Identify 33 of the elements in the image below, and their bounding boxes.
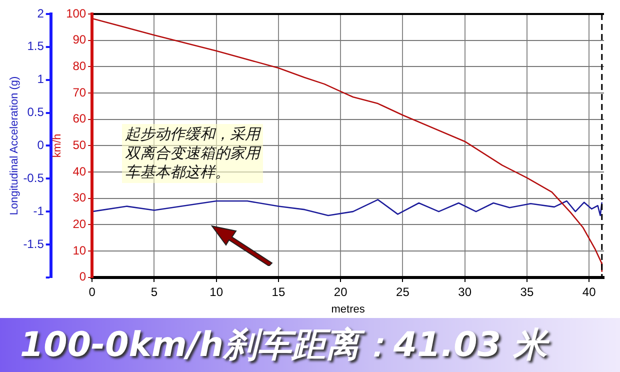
y2-axis-title: Longitudinal Acceleration (g) — [8, 76, 21, 216]
y-tick-label: 100 — [66, 6, 86, 20]
x-tick-label: 20 — [334, 284, 348, 299]
x-tick-label: 15 — [272, 284, 286, 299]
y2-tick-label: -1 — [33, 204, 44, 218]
y2-tick-label: 0 — [37, 138, 44, 152]
y-tick-label: 10 — [72, 243, 86, 258]
y-tick-label: 50 — [72, 138, 86, 152]
y-tick-label: 70 — [72, 85, 86, 100]
y2-tick-label: -1.5 — [23, 236, 44, 251]
y2-tick-label: 0.5 — [27, 105, 44, 120]
annotation: 起步动作缓和，采用双离合变速箱的家用车基本都这样。 — [122, 124, 263, 183]
y2-tick-label: -0.5 — [23, 170, 44, 185]
x-tick-label: 40 — [582, 284, 596, 299]
text: 100-0km/h刹车距离：41.03 米 — [0, 318, 620, 372]
y-tick-label: 80 — [72, 58, 86, 73]
x-tick-label: 35 — [520, 284, 534, 299]
x-axis-title: metres — [331, 303, 366, 316]
y2-tick-label: 2 — [37, 6, 44, 20]
x-tick-label: 10 — [210, 284, 224, 299]
y-tick-label: 0 — [79, 270, 86, 284]
y-tick-label: 30 — [72, 190, 86, 205]
y-axis-title: km/h — [52, 134, 64, 158]
x-tick-label: 0 — [88, 284, 96, 299]
y2-tick-label: 1.5 — [27, 39, 44, 54]
y-tick-label: 20 — [72, 217, 86, 232]
x-tick-label: 30 — [458, 284, 472, 299]
x-tick-label: 25 — [396, 284, 410, 299]
y-tick-label: 40 — [72, 164, 86, 178]
y-tick-label: 60 — [72, 112, 86, 126]
y2-tick-label: 1 — [37, 72, 44, 86]
y-tick-label: 90 — [72, 32, 86, 47]
x-tick-label: 5 — [150, 284, 158, 299]
